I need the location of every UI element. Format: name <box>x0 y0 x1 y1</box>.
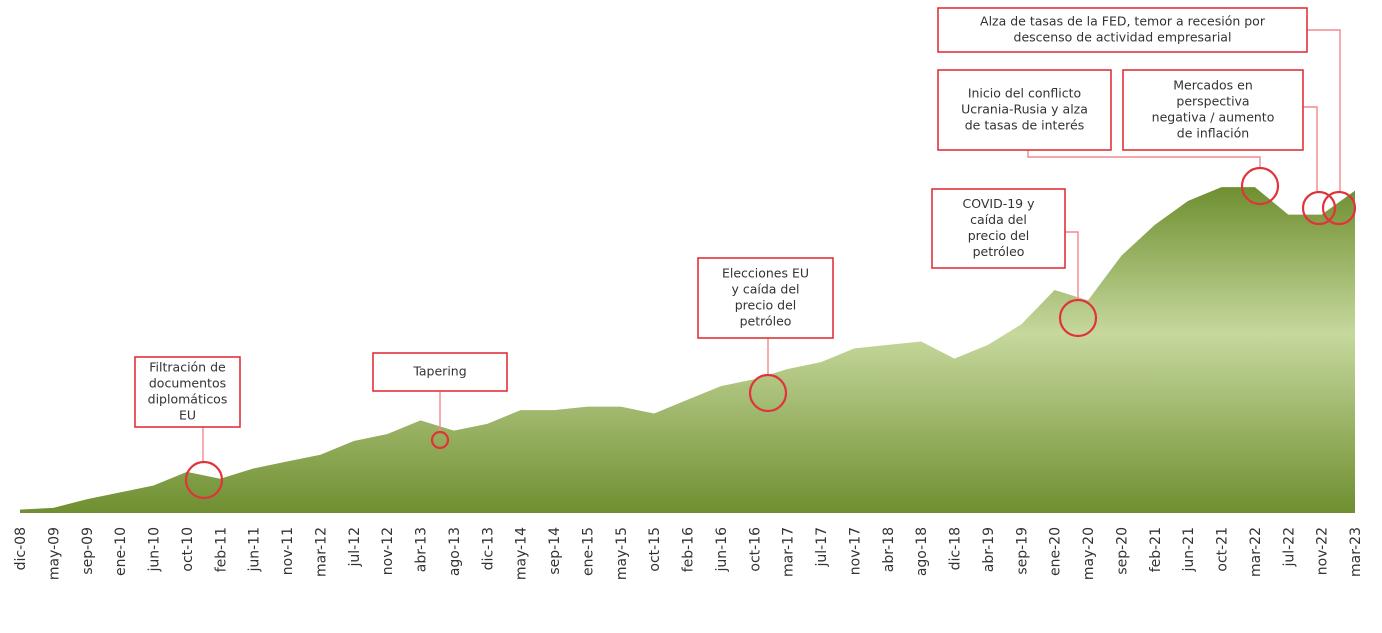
annotation-box <box>1122 69 1304 151</box>
x-tick-label: mar-22 <box>1248 527 1264 577</box>
x-tick-label: feb-21 <box>1148 527 1164 572</box>
x-tick-label: jul-12 <box>347 527 363 568</box>
x-tick-label: nov-17 <box>847 527 863 575</box>
x-tick-label: may-20 <box>1081 527 1097 580</box>
x-tick-label: abr-13 <box>414 527 430 572</box>
annotation-text: Inicio del conflicto <box>968 86 1081 101</box>
annotation-text: Mercados en <box>1173 78 1253 93</box>
x-tick-label: oct-10 <box>180 527 196 572</box>
annotation-text: y caída del <box>731 282 799 297</box>
annotation-text: caída del <box>970 212 1027 227</box>
x-tick-label: mar-17 <box>781 527 797 577</box>
annotation-text: Elecciones EU <box>722 266 809 281</box>
x-tick-label: nov-11 <box>280 527 296 575</box>
x-tick-label: sep-14 <box>547 527 563 575</box>
annotation-leader <box>1307 29 1341 192</box>
x-tick-label: jun-16 <box>714 527 730 573</box>
x-tick-label: mar-12 <box>313 527 329 577</box>
annotation-leader <box>1027 150 1261 168</box>
x-tick-label: jul-22 <box>1281 527 1297 568</box>
annotation-ring <box>184 460 224 500</box>
x-tick-label: nov-12 <box>380 527 396 575</box>
x-tick-label: feb-11 <box>213 527 229 572</box>
annotation-text: negativa / aumento <box>1152 110 1275 125</box>
annotation-box <box>134 356 241 428</box>
annotation-leader <box>1303 106 1318 192</box>
x-tick-label: abr-18 <box>881 527 897 572</box>
x-tick-label: abr-19 <box>981 527 997 572</box>
annotation-text: EU <box>179 408 196 423</box>
x-tick-label: dic-08 <box>13 527 29 570</box>
annotation-text: descenso de actividad empresarial <box>1014 30 1232 45</box>
x-tick-label: oct-21 <box>1215 527 1231 572</box>
annotation-text: petróleo <box>973 244 1025 259</box>
annotation-ring <box>748 373 788 413</box>
annotation-text: Filtración de <box>149 360 226 375</box>
x-tick-label: jun-11 <box>247 527 263 573</box>
x-tick-label: oct-15 <box>647 527 663 572</box>
x-tick-label: ago-18 <box>914 527 930 576</box>
area <box>20 187 1355 513</box>
x-tick-label: dic-13 <box>480 527 496 570</box>
annotation-text: precio del <box>735 298 797 313</box>
x-tick-label: ene-10 <box>113 527 129 576</box>
annotation-leader <box>1065 231 1079 300</box>
annotation-text: petróleo <box>740 314 792 329</box>
annotation-text: diplomáticos <box>148 392 228 407</box>
annotation-box <box>372 352 508 392</box>
annotation-text: documentos <box>149 376 226 391</box>
annotation-ring <box>1240 166 1280 206</box>
x-tick-label: nov-22 <box>1315 527 1331 575</box>
annotation-text: de inflación <box>1177 126 1249 141</box>
x-tick-label: ene-15 <box>580 527 596 576</box>
x-tick-label: jul-17 <box>814 527 830 568</box>
x-tick-label: sep-19 <box>1014 527 1030 575</box>
x-tick-label: may-14 <box>514 527 530 580</box>
x-tick-label: dic-18 <box>948 527 964 570</box>
x-tick-label: may-15 <box>614 527 630 580</box>
annotation-box <box>937 7 1308 53</box>
annotation-box <box>931 188 1066 269</box>
annotation-text: Ucrania-Rusia y alza <box>961 102 1088 117</box>
x-tick-label: jun-10 <box>147 527 163 573</box>
x-tick-label: oct-16 <box>747 527 763 572</box>
annotation-text: precio del <box>968 228 1030 243</box>
x-tick-label: mar-23 <box>1348 527 1364 577</box>
x-tick-label: feb-16 <box>681 527 697 572</box>
x-tick-label: ago-13 <box>447 527 463 576</box>
x-tick-label: sep-20 <box>1114 527 1130 575</box>
annotation-ring <box>430 430 450 450</box>
annotation-ring <box>1321 190 1357 226</box>
annotation-text: de tasas de interés <box>965 118 1084 133</box>
x-tick-label: sep-09 <box>80 527 96 575</box>
annotation-text: Alza de tasas de la FED, temor a recesió… <box>980 14 1266 29</box>
annotation-ring <box>1058 298 1098 338</box>
annotation-text: perspectiva <box>1176 94 1249 109</box>
x-tick-label: may-09 <box>46 527 62 580</box>
x-tick-label: jun-21 <box>1181 527 1197 573</box>
x-tick-label: ene-20 <box>1048 527 1064 576</box>
annotation-box <box>697 257 834 339</box>
annotation-text: Tapering <box>412 364 466 379</box>
annotation-box <box>937 69 1112 151</box>
annotation-ring <box>1301 190 1337 226</box>
annotation-text: COVID-19 y <box>963 196 1036 211</box>
